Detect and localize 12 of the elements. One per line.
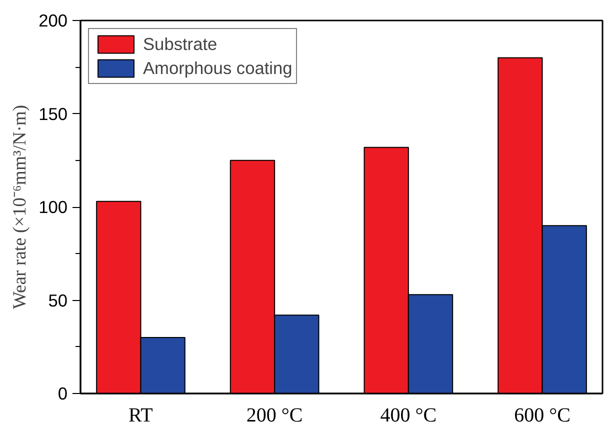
y-tick-label: 0 (58, 384, 68, 404)
x-tick-label: 600 °C (514, 404, 570, 426)
x-tick-label: 200 °C (246, 404, 303, 426)
y-tick-label: 150 (38, 104, 68, 124)
y-tick-label: 200 (38, 10, 68, 30)
legend-label: Substrate (143, 34, 218, 54)
y-tick-label: 100 (38, 197, 68, 217)
legend-label: Amorphous coating (143, 58, 292, 78)
y-axis-title: Wear rate (×10⁻⁶mm³/N·m) (10, 104, 31, 310)
x-tick-label: 400 °C (380, 404, 437, 426)
y-tick-label: 50 (48, 290, 68, 310)
x-tick-label: RT (128, 404, 153, 426)
